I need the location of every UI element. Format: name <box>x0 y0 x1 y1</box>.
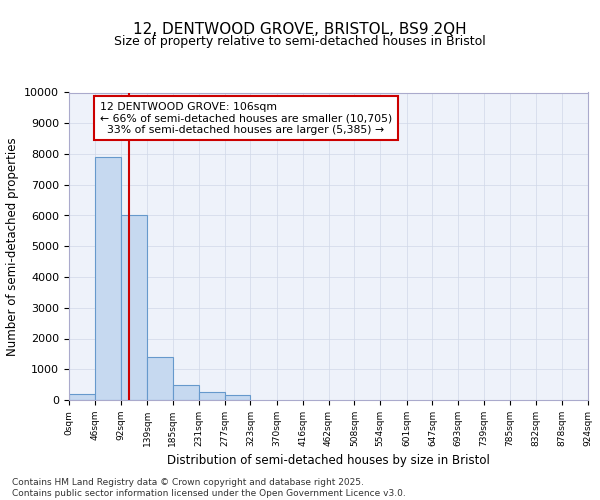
Text: Size of property relative to semi-detached houses in Bristol: Size of property relative to semi-detach… <box>114 35 486 48</box>
Text: 12, DENTWOOD GROVE, BRISTOL, BS9 2QH: 12, DENTWOOD GROVE, BRISTOL, BS9 2QH <box>133 22 467 38</box>
Text: 12 DENTWOOD GROVE: 106sqm
← 66% of semi-detached houses are smaller (10,705)
  3: 12 DENTWOOD GROVE: 106sqm ← 66% of semi-… <box>100 102 392 135</box>
X-axis label: Distribution of semi-detached houses by size in Bristol: Distribution of semi-detached houses by … <box>167 454 490 468</box>
Bar <box>95 157 121 400</box>
Bar <box>69 394 95 400</box>
Bar <box>224 396 250 400</box>
Bar <box>121 216 147 400</box>
Bar <box>173 384 199 400</box>
Text: Contains HM Land Registry data © Crown copyright and database right 2025.
Contai: Contains HM Land Registry data © Crown c… <box>12 478 406 498</box>
Bar <box>147 357 173 400</box>
Bar <box>199 392 224 400</box>
Y-axis label: Number of semi-detached properties: Number of semi-detached properties <box>6 137 19 356</box>
